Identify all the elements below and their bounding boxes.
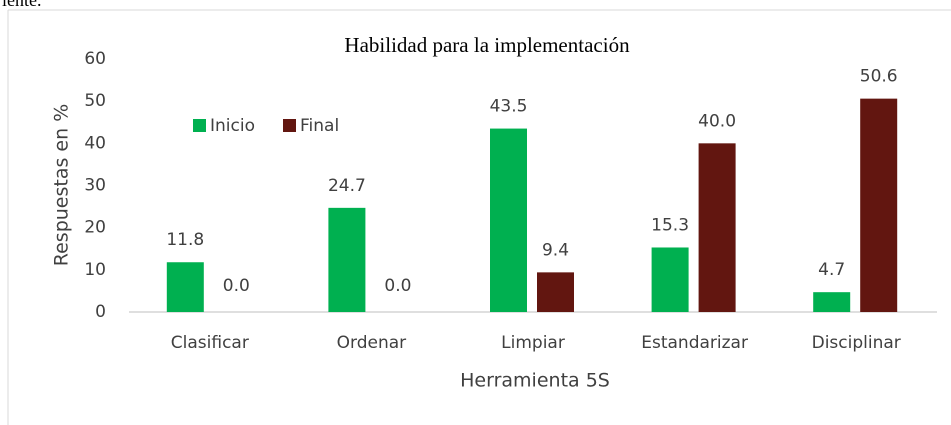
value-label: 9.4 — [542, 240, 569, 260]
value-label: 40.0 — [698, 111, 736, 131]
bar — [813, 292, 851, 312]
x-tick-label: Ordenar — [337, 333, 407, 353]
bar — [860, 98, 898, 313]
bar — [328, 207, 366, 312]
bar — [698, 143, 736, 312]
y-tick-label: 40 — [84, 133, 106, 153]
page-text: iente. — [2, 0, 41, 10]
value-label: 4.7 — [818, 260, 845, 280]
legend-label: Inicio — [210, 116, 255, 136]
value-label: 15.3 — [651, 215, 689, 235]
chart-title: Habilidad para la implementación — [344, 33, 630, 57]
value-label: 43.5 — [490, 97, 528, 117]
y-tick-label: 10 — [84, 260, 106, 280]
y-tick-label: 20 — [84, 218, 106, 238]
legend-swatch — [283, 119, 296, 132]
y-tick-label: 0 — [95, 302, 106, 322]
y-tick-label: 30 — [84, 176, 106, 196]
value-label: 50.6 — [860, 67, 898, 87]
bar — [166, 262, 204, 312]
bar — [651, 247, 689, 312]
x-axis-title: Herramienta 5S — [460, 370, 610, 392]
x-tick-label: Limpiar — [501, 333, 565, 353]
value-label: 11.8 — [166, 230, 204, 250]
y-tick-label: 60 — [84, 49, 106, 69]
value-label: 0.0 — [384, 276, 411, 296]
x-tick-label: Estandarizar — [641, 333, 748, 353]
x-tick-label: Clasificar — [171, 333, 249, 353]
y-axis-title: Respuestas en % — [51, 104, 73, 266]
legend-swatch — [193, 119, 206, 132]
bar — [537, 272, 574, 312]
x-tick-label: Disciplinar — [812, 333, 901, 353]
legend-label: Final — [300, 116, 339, 136]
bar — [490, 128, 527, 312]
value-label: 24.7 — [328, 176, 366, 196]
y-tick-label: 50 — [84, 91, 106, 111]
value-label: 0.0 — [223, 276, 250, 296]
